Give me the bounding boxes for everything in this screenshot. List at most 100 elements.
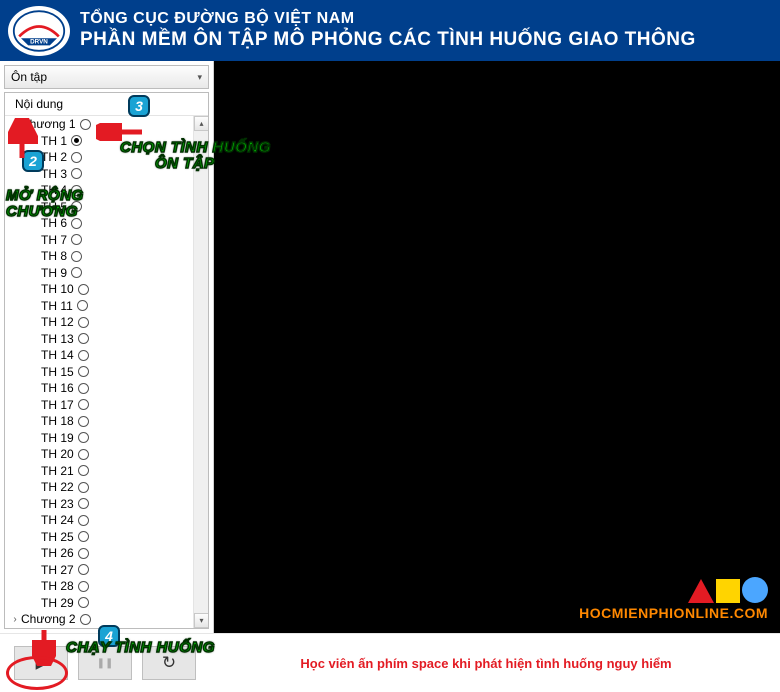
radio[interactable]	[78, 333, 89, 344]
radio[interactable]	[78, 284, 89, 295]
scenario-label: TH 2	[41, 150, 67, 164]
scenario-node[interactable]: TH 3	[5, 166, 193, 183]
scenario-label: TH 23	[41, 497, 74, 511]
reload-button[interactable]: ↻	[142, 646, 196, 680]
play-button[interactable]: ▶	[14, 646, 68, 680]
radio[interactable]	[78, 515, 89, 526]
scenario-label: TH 18	[41, 414, 74, 428]
expand-icon[interactable]: ›	[9, 614, 21, 625]
radio[interactable]	[78, 498, 89, 509]
radio[interactable]	[78, 581, 89, 592]
scenario-node[interactable]: TH 22	[5, 479, 193, 496]
radio[interactable]	[78, 597, 89, 608]
scenario-label: TH 3	[41, 167, 67, 181]
scenario-node[interactable]: TH 2	[5, 149, 193, 166]
radio[interactable]	[78, 449, 89, 460]
scenario-label: TH 10	[41, 282, 74, 296]
scenario-label: TH 14	[41, 348, 74, 362]
scenario-node[interactable]: TH 17	[5, 397, 193, 414]
collapse-icon[interactable]: ⌄	[9, 119, 21, 130]
scenario-label: TH 25	[41, 530, 74, 544]
scrollbar[interactable]: ▴ ▾	[193, 116, 208, 628]
radio[interactable]	[77, 300, 88, 311]
circle-icon	[742, 577, 768, 603]
radio[interactable]	[71, 185, 82, 196]
scenario-node[interactable]: TH 24	[5, 512, 193, 529]
scroll-up-icon[interactable]: ▴	[194, 116, 209, 131]
radio[interactable]	[78, 350, 89, 361]
radio[interactable]	[71, 267, 82, 278]
chapter-label: Chương 2	[21, 612, 76, 626]
dropdown-label: Ôn tập	[11, 70, 47, 84]
scenario-node[interactable]: TH 28	[5, 578, 193, 595]
play-icon: ▶	[36, 655, 47, 672]
mode-dropdown[interactable]: Ôn tập ▾	[4, 65, 209, 89]
chapter-node[interactable]: ›Chương 3	[5, 628, 193, 629]
radio[interactable]	[78, 432, 89, 443]
scenario-node[interactable]: TH 5	[5, 199, 193, 216]
pause-icon: ❚❚	[97, 658, 114, 669]
scenario-label: TH 17	[41, 398, 74, 412]
radio[interactable]	[78, 564, 89, 575]
scenario-node[interactable]: TH 7	[5, 232, 193, 249]
scenario-node[interactable]: TH 16	[5, 380, 193, 397]
radio[interactable]	[71, 201, 82, 212]
pause-button[interactable]: ❚❚	[78, 646, 132, 680]
watermark-text: HOCMIENPHIONLINE.COM	[579, 605, 768, 621]
scenario-node[interactable]: TH 15	[5, 364, 193, 381]
scenario-node[interactable]: TH 10	[5, 281, 193, 298]
radio[interactable]	[80, 119, 91, 130]
scenario-label: TH 24	[41, 513, 74, 527]
scenario-node[interactable]: TH 18	[5, 413, 193, 430]
scenario-node[interactable]: TH 27	[5, 562, 193, 579]
sidebar: Ôn tập ▾ Nội dung ⌄Chương 1TH 1TH 2TH 3T…	[0, 61, 214, 633]
instruction-text: Học viên ấn phím space khi phát hiện tìn…	[206, 656, 766, 671]
scroll-down-icon[interactable]: ▾	[194, 613, 209, 628]
video-viewer: HOCMIENPHIONLINE.COM	[214, 61, 780, 633]
scenario-node[interactable]: TH 8	[5, 248, 193, 265]
radio[interactable]	[78, 399, 89, 410]
scenario-node[interactable]: TH 13	[5, 331, 193, 348]
chapter-node[interactable]: ›Chương 2	[5, 611, 193, 628]
scenario-node[interactable]: TH 11	[5, 298, 193, 315]
watermark: HOCMIENPHIONLINE.COM	[579, 577, 768, 621]
scenario-node[interactable]: TH 26	[5, 545, 193, 562]
radio[interactable]	[80, 614, 91, 625]
radio[interactable]	[78, 548, 89, 559]
radio[interactable]	[71, 152, 82, 163]
scenario-label: TH 4	[41, 183, 67, 197]
scenario-node[interactable]: TH 21	[5, 463, 193, 480]
radio[interactable]	[71, 234, 82, 245]
logo: DRVN	[8, 6, 70, 56]
scenario-node[interactable]: TH 20	[5, 446, 193, 463]
scenario-node[interactable]: TH 6	[5, 215, 193, 232]
radio[interactable]	[78, 531, 89, 542]
scenario-label: TH 13	[41, 332, 74, 346]
radio[interactable]	[78, 366, 89, 377]
scenario-node[interactable]: TH 1	[5, 133, 193, 150]
radio[interactable]	[78, 317, 89, 328]
scenario-node[interactable]: TH 4	[5, 182, 193, 199]
scenario-node[interactable]: TH 23	[5, 496, 193, 513]
radio[interactable]	[71, 218, 82, 229]
chapter-label: Chương 1	[21, 117, 76, 131]
scenario-label: TH 9	[41, 266, 67, 280]
scenario-node[interactable]: TH 9	[5, 265, 193, 282]
logo-svg: DRVN	[12, 9, 66, 53]
radio[interactable]	[71, 135, 82, 146]
radio[interactable]	[71, 168, 82, 179]
chapter-node[interactable]: ⌄Chương 1	[5, 116, 193, 133]
scenario-node[interactable]: TH 25	[5, 529, 193, 546]
scenario-node[interactable]: TH 29	[5, 595, 193, 612]
scenario-node[interactable]: TH 14	[5, 347, 193, 364]
radio[interactable]	[78, 416, 89, 427]
scenario-node[interactable]: TH 12	[5, 314, 193, 331]
radio[interactable]	[78, 482, 89, 493]
scenario-node[interactable]: TH 19	[5, 430, 193, 447]
org-title: TỔNG CỤC ĐƯỜNG BỘ VIỆT NAM	[80, 9, 696, 28]
radio[interactable]	[71, 251, 82, 262]
radio[interactable]	[78, 383, 89, 394]
radio[interactable]	[78, 465, 89, 476]
scenario-label: TH 6	[41, 216, 67, 230]
scenario-label: TH 29	[41, 596, 74, 610]
